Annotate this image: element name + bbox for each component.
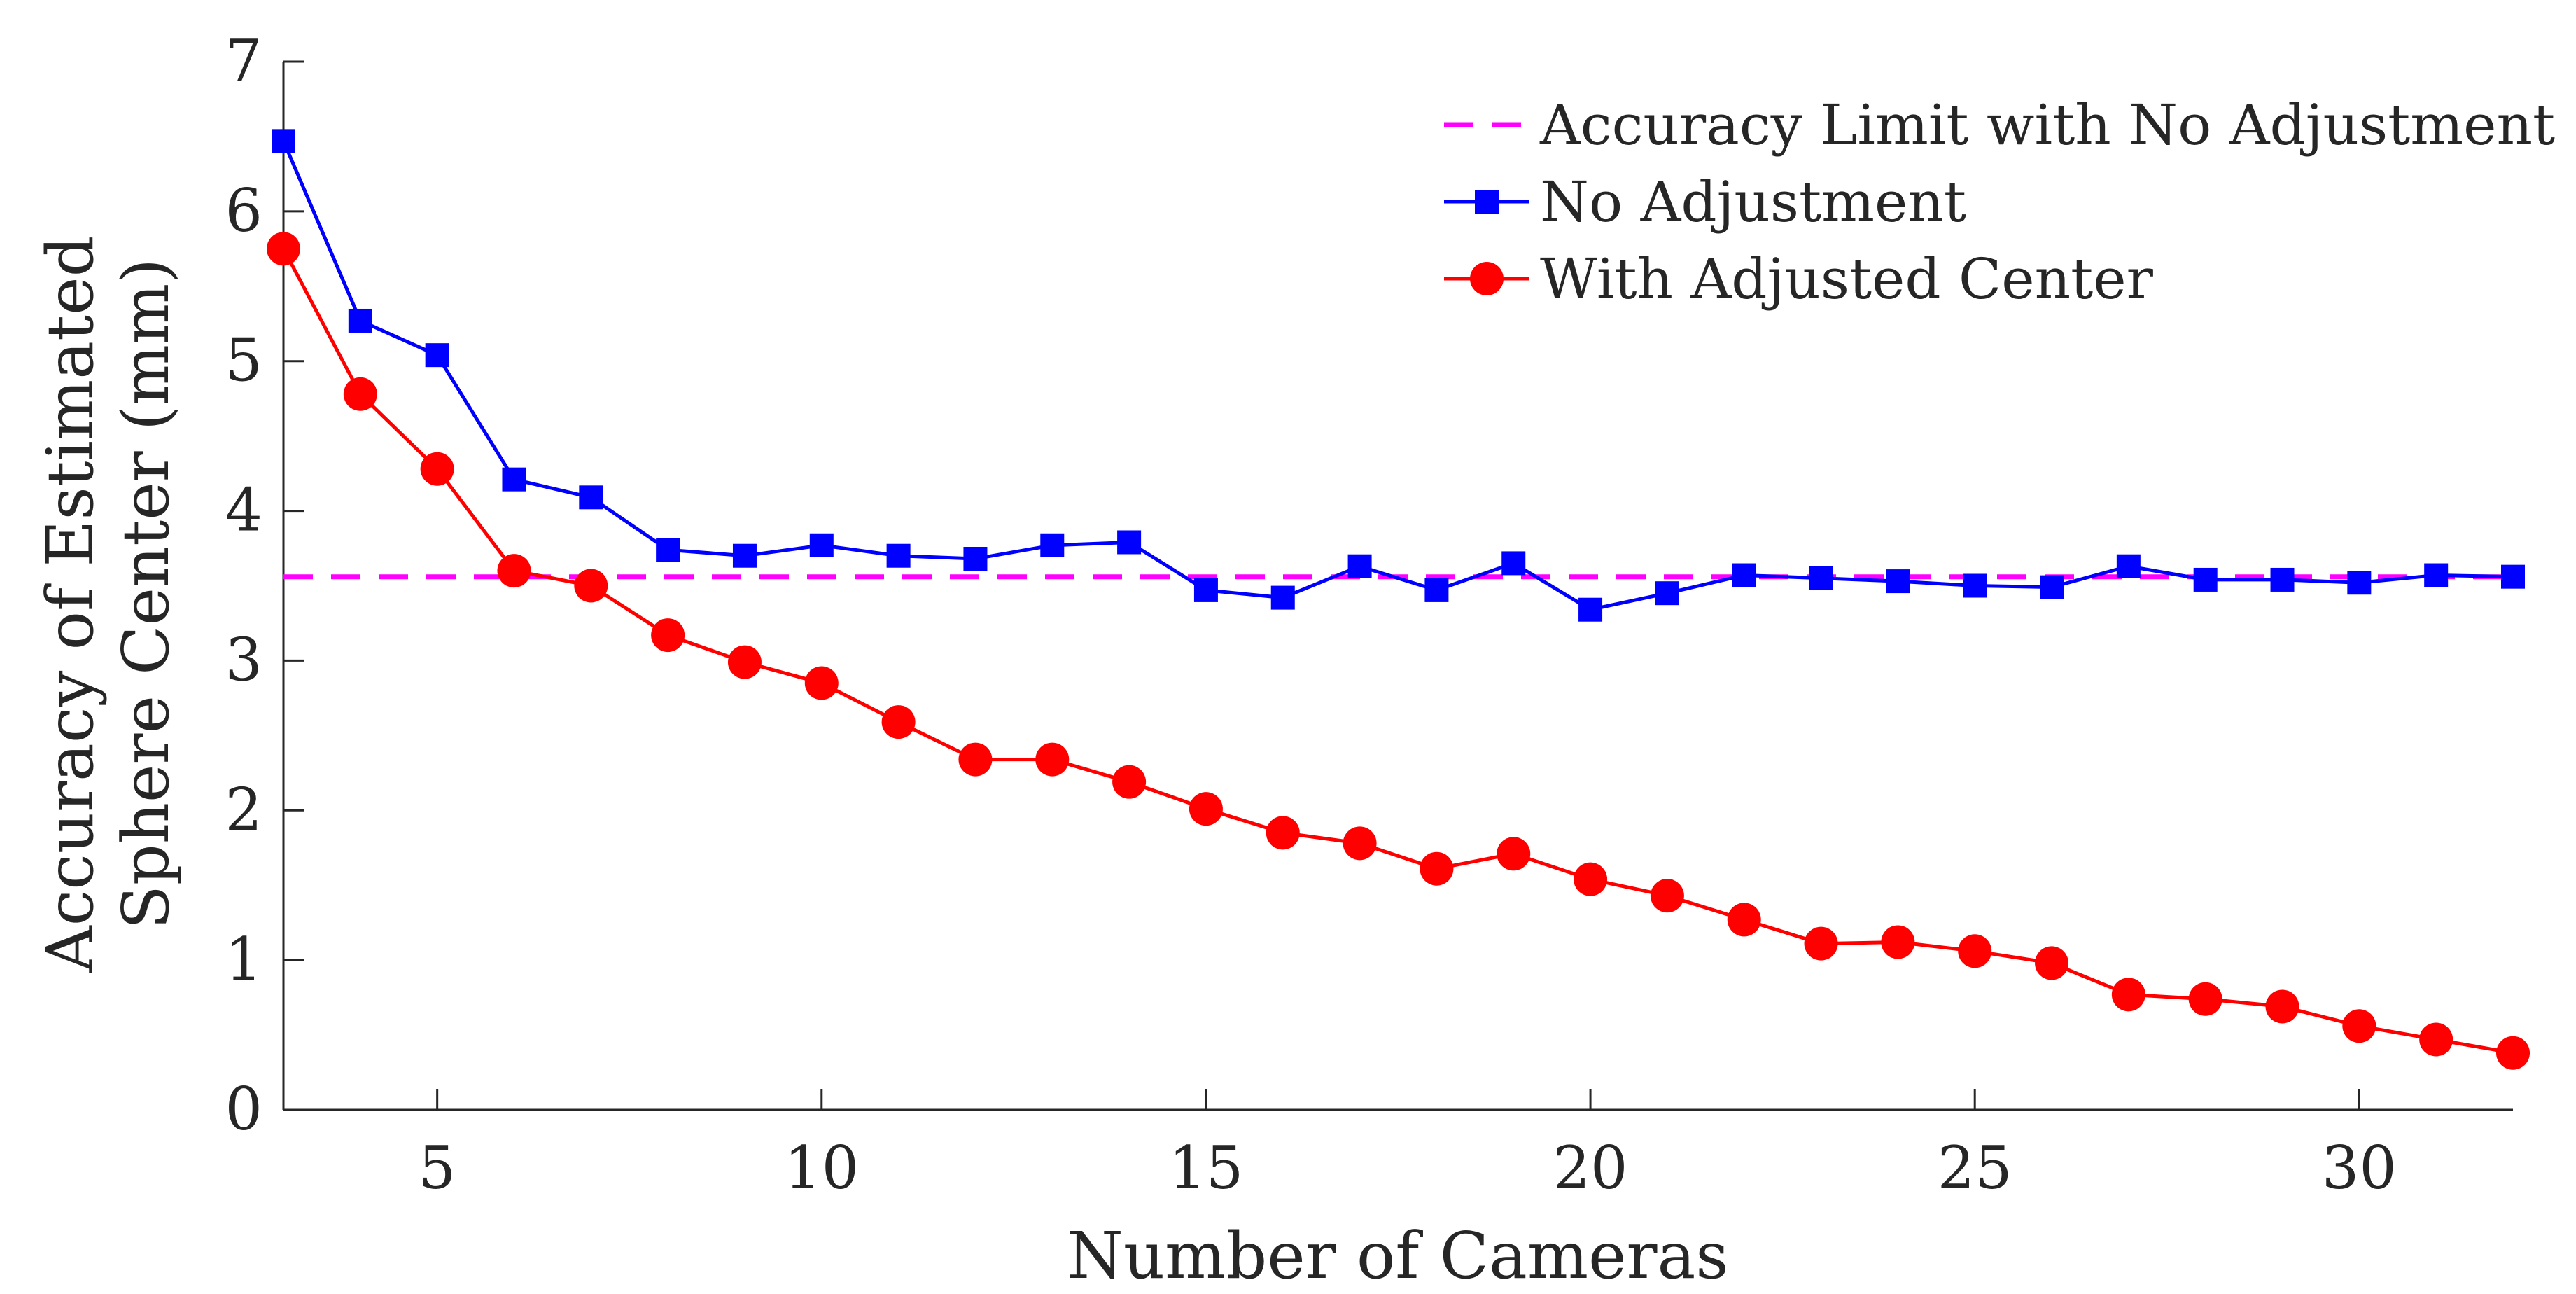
circle-marker [2265, 989, 2300, 1024]
x-tick-label: 15 [1168, 1134, 1243, 1202]
square-marker [2193, 567, 2218, 592]
legend-item: With Adjusted Center [1444, 246, 2154, 312]
square-marker [1655, 581, 1679, 606]
square-marker [1117, 530, 1142, 555]
circle-marker [2035, 946, 2069, 980]
circle-marker [2419, 1022, 2454, 1057]
square-marker [1194, 578, 1218, 602]
y-axis-title-line-1: Accuracy of Estimated [33, 236, 108, 973]
circle-marker [1497, 837, 1531, 871]
x-tick-label: 30 [2322, 1134, 2397, 1202]
circle-marker [727, 645, 762, 679]
circle-marker [1035, 742, 1070, 777]
circle-marker [2342, 1009, 2376, 1043]
square-marker [2116, 554, 2141, 578]
y-tick-label: 1 [225, 925, 262, 994]
circle-marker [881, 705, 916, 739]
series-no-adjustment [272, 129, 2525, 622]
y-tick-label: 2 [225, 775, 262, 844]
square-marker [732, 543, 757, 568]
x-tick-label: 20 [1553, 1134, 1628, 1202]
square-marker [2347, 571, 2372, 595]
y-tick-label: 5 [225, 326, 262, 395]
square-marker [1270, 585, 1295, 610]
legend-label: No Adjustment [1540, 169, 1966, 235]
square-marker [656, 538, 680, 562]
circle-marker [267, 232, 300, 266]
circle-marker [2496, 1036, 2530, 1070]
y-tick-label: 0 [225, 1075, 262, 1143]
square-marker [348, 308, 372, 333]
circle-marker [343, 377, 377, 411]
circle-marker [2188, 982, 2222, 1016]
square-marker [2270, 567, 2295, 592]
square-marker [1424, 578, 1449, 602]
x-tick-label: 25 [1938, 1134, 2012, 1202]
square-marker [963, 547, 988, 571]
x-tick-label: 5 [419, 1134, 456, 1202]
y-tick-label: 3 [225, 625, 262, 694]
square-marker [272, 129, 295, 153]
circle-marker [2111, 978, 2146, 1012]
circle-marker [1958, 934, 1992, 968]
circle-marker [1881, 925, 1915, 959]
square-marker [886, 543, 911, 568]
circle-marker [497, 554, 531, 588]
square-marker [1348, 554, 1372, 578]
circle-marker [1650, 879, 1684, 913]
square-marker [502, 467, 526, 492]
circle-marker [1266, 816, 1300, 850]
legend: Accuracy Limit with No Adjustment No Adju… [1444, 92, 2555, 312]
x-tick-label: 10 [784, 1134, 859, 1202]
square-marker [1809, 566, 1833, 590]
y-tick-label: 6 [225, 176, 262, 245]
circle-marker [1574, 862, 1608, 896]
series-line [281, 140, 2514, 612]
square-marker [2501, 564, 2525, 589]
x-axis-title: Number of Cameras [1067, 1218, 1728, 1293]
square-marker [1963, 573, 1987, 598]
y-axis-title: Accuracy of Estimated Sphere Center (mm) [33, 215, 183, 973]
square-marker [2040, 575, 2064, 599]
y-axis-title-line-2: Sphere Center (mm) [108, 258, 183, 929]
square-marker [1578, 597, 1603, 622]
circle-marker [420, 452, 454, 486]
circle-marker [1420, 851, 1454, 886]
square-marker [2424, 563, 2449, 587]
square-marker [1732, 563, 1756, 587]
axes: 0 1 2 3 4 5 6 7 5 10 15 20 25 30 [225, 27, 2513, 1202]
legend-square-marker [1475, 190, 1499, 214]
series-layer [267, 129, 2530, 1070]
circle-marker [1804, 926, 1838, 961]
circle-marker [1727, 903, 1761, 937]
circle-marker [958, 742, 993, 777]
circle-marker [574, 569, 608, 603]
legend-label: With Adjusted Center [1540, 246, 2154, 312]
square-marker [1886, 569, 1910, 594]
circle-marker [804, 666, 839, 700]
legend-item: Accuracy Limit with No Adjustment [1444, 92, 2555, 158]
legend-label: Accuracy Limit with No Adjustment [1539, 92, 2555, 158]
legend-item: No Adjustment [1444, 169, 1966, 235]
square-marker [579, 485, 603, 510]
circle-marker [1112, 765, 1147, 799]
square-marker [809, 533, 834, 557]
square-marker [1040, 533, 1065, 557]
square-marker [1502, 551, 1526, 576]
circle-marker [651, 618, 685, 653]
circle-marker [1343, 826, 1377, 861]
series-with-adjusted-center [267, 232, 2530, 1070]
series-line [281, 248, 2514, 1055]
square-marker [425, 343, 449, 368]
circle-marker [1189, 792, 1223, 826]
y-tick-label: 4 [225, 476, 262, 545]
y-tick-label: 7 [225, 27, 262, 95]
legend-circle-marker [1470, 262, 1504, 295]
